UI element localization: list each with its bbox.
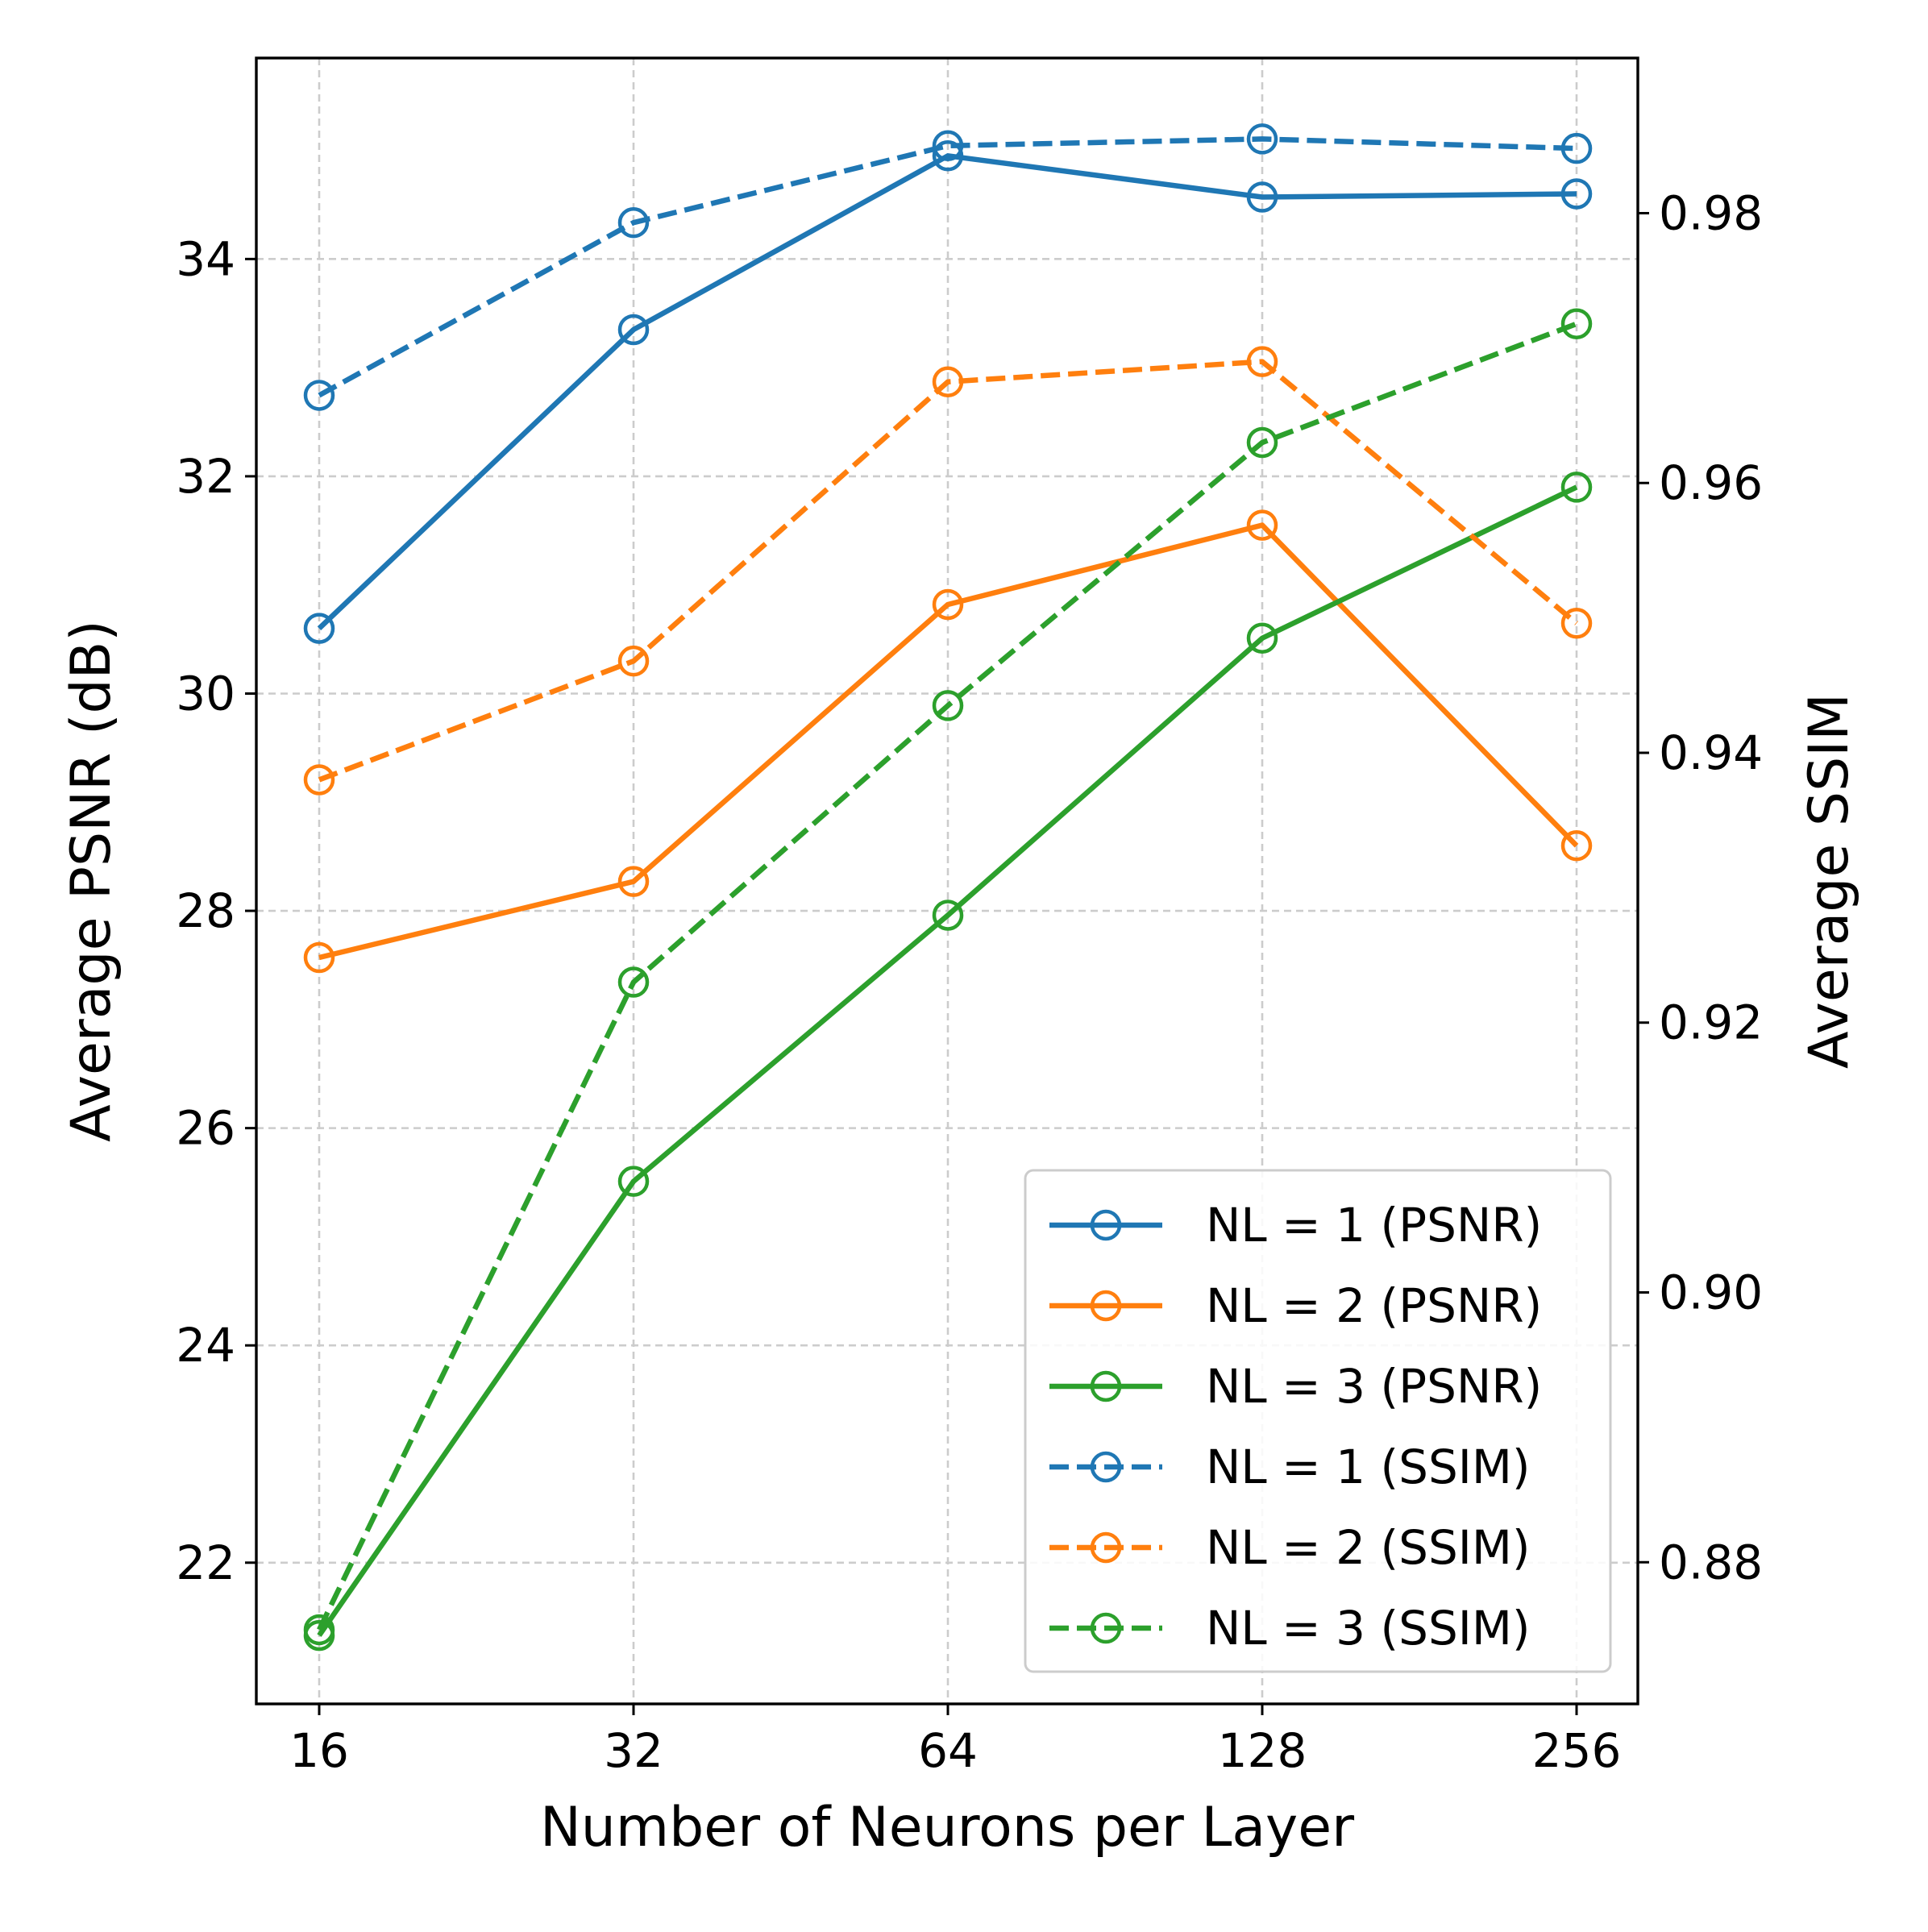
legend-marker [1090,1612,1122,1644]
data-point [617,645,650,677]
data-point [932,140,964,172]
data-point [1246,181,1278,213]
legend-label: NL = 2 (PSNR) [1206,1278,1542,1333]
data-point [617,314,650,346]
y-axis-title: Average PSNR (dB) [60,620,123,1142]
series-line-3 [317,484,1578,1637]
data-point [303,941,335,974]
data-point [617,1165,650,1197]
data-point [1560,829,1593,862]
data-point [617,866,650,897]
data-point [617,966,650,998]
data-point [1246,622,1278,654]
legend-marker [1090,1290,1122,1322]
y-tick-label: 32 [176,449,235,504]
axes-ticks: 16 32 64 128 256 22 24 26 28 30 32 34 0.88 0.90 0.92 0.… [176,185,1763,1778]
series-line-1 [317,153,1577,630]
x-tick-label: 16 [289,1723,349,1778]
legend-marker [1090,1451,1122,1483]
data-point [932,690,964,721]
data-point [1560,608,1593,639]
x-tick-label: 32 [604,1723,663,1778]
data-point [1560,132,1593,164]
data-point [303,613,335,644]
y-tick-label: 28 [176,883,235,938]
data-point [932,900,964,931]
y2-tick-label: 0.94 [1659,725,1763,780]
y2-axis-title: Average SSIM [1797,693,1861,1069]
data-point [1560,472,1593,503]
data-point [1246,426,1278,459]
series-line-4 [318,136,1577,398]
data-point [1246,346,1278,377]
series-line-5 [318,359,1579,783]
y-tick-label: 26 [176,1101,235,1156]
series-line-2 [318,522,1579,961]
data-point [303,380,335,411]
y-tick-label: 30 [176,666,235,721]
legend-label: NL = 3 (SSIM) [1206,1601,1531,1656]
y2-tick-label: 0.88 [1659,1535,1763,1589]
legend-marker [1090,1209,1122,1241]
y2-tick-label: 0.92 [1659,995,1763,1050]
legend-label: NL = 3 (PSNR) [1206,1359,1542,1414]
x-tick-label: 256 [1532,1723,1622,1778]
legend-label: NL = 2 (SSIM) [1206,1520,1531,1575]
x-tick-label: 64 [918,1723,978,1778]
x-tick-label: 128 [1218,1723,1307,1778]
data-point [932,588,964,621]
legend-box [1024,1169,1612,1673]
legend-label: NL = 1 (SSIM) [1206,1440,1531,1494]
data-point [932,130,964,162]
data-point [1246,123,1278,155]
plot-series [303,123,1593,1652]
y2-tick-label: 0.90 [1659,1265,1763,1320]
data-point [303,764,335,796]
y2-tick-label: 0.96 [1659,455,1763,510]
y2-tick-label: 0.98 [1659,185,1763,240]
data-point [1560,308,1593,339]
legend: NL = 1 (PSNR) NL = 2 (PSNR) NL = 3 (PSNR) N… [1024,1169,1612,1673]
y-tick-label: 34 [176,231,235,286]
data-point [932,366,964,397]
data-point [617,206,650,239]
data-point [303,1614,335,1646]
legend-marker [1090,1531,1122,1564]
x-axis-title: Number of Neurons per Layer [540,1796,1354,1859]
y-tick-label: 22 [176,1535,235,1590]
data-point [1560,178,1593,210]
series-line-6 [317,321,1578,1631]
legend-label: NL = 1 (PSNR) [1206,1198,1542,1253]
y-tick-label: 24 [176,1318,235,1373]
legend-marker [1090,1370,1122,1402]
data-point [1246,509,1278,541]
